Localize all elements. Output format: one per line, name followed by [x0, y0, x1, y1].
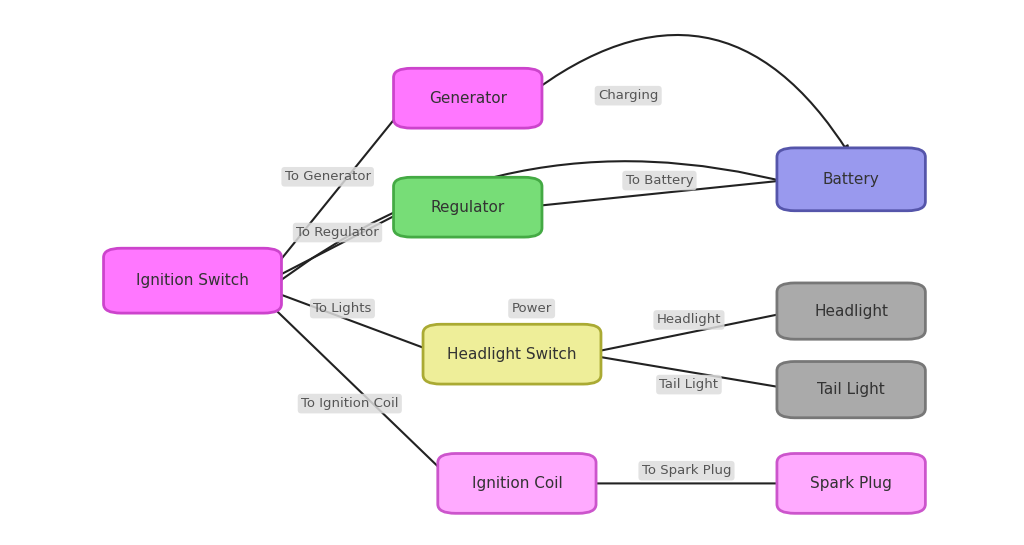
Text: To Battery: To Battery: [626, 174, 693, 187]
Text: Generator: Generator: [429, 90, 507, 106]
Text: Tail Light: Tail Light: [817, 382, 885, 397]
Text: To Regulator: To Regulator: [296, 226, 379, 239]
Text: Charging: Charging: [598, 89, 658, 102]
Text: To Spark Plug: To Spark Plug: [642, 464, 731, 477]
FancyBboxPatch shape: [777, 453, 926, 513]
Text: Headlight: Headlight: [814, 304, 888, 319]
Text: Tail Light: Tail Light: [659, 378, 719, 391]
Text: To Generator: To Generator: [285, 170, 371, 183]
FancyBboxPatch shape: [777, 283, 926, 339]
Text: To Lights: To Lights: [313, 302, 372, 315]
Text: Ignition Coil: Ignition Coil: [471, 476, 562, 491]
FancyBboxPatch shape: [423, 324, 601, 384]
Text: Ignition Switch: Ignition Switch: [136, 273, 249, 288]
Text: Spark Plug: Spark Plug: [810, 476, 892, 491]
Text: Headlight: Headlight: [656, 313, 721, 326]
FancyBboxPatch shape: [777, 148, 926, 211]
Text: Headlight Switch: Headlight Switch: [447, 347, 577, 362]
Text: Battery: Battery: [822, 172, 880, 187]
Text: To Ignition Coil: To Ignition Coil: [301, 397, 398, 410]
FancyBboxPatch shape: [103, 248, 282, 313]
FancyBboxPatch shape: [438, 453, 596, 513]
Text: Regulator: Regulator: [431, 199, 505, 215]
Text: Power: Power: [512, 302, 552, 315]
FancyBboxPatch shape: [777, 361, 926, 418]
FancyBboxPatch shape: [393, 68, 542, 128]
FancyBboxPatch shape: [393, 177, 542, 237]
